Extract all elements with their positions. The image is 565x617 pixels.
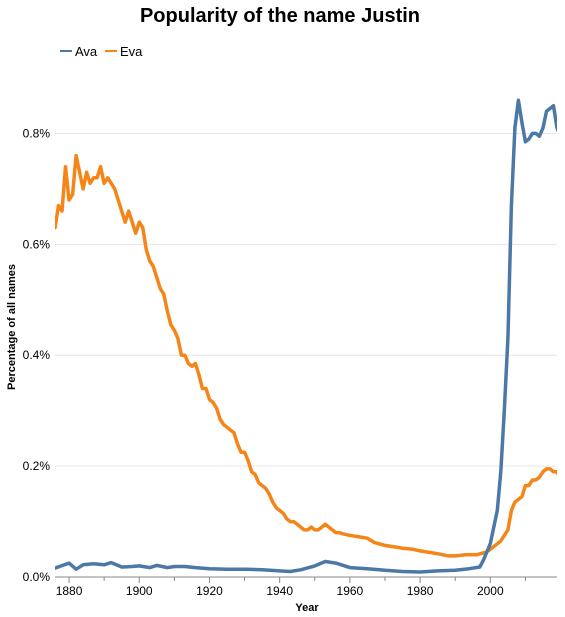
x-axis-title: Year [295, 602, 319, 614]
axes: 0.0% 0.2% 0.4% 0.6% 0.8% 1880 1900 1920 1940 1960… [23, 126, 557, 598]
chart-title: Popularity of the name Justin [140, 5, 420, 27]
x-tick-label: 1900 [126, 584, 153, 598]
legend: Ava Eva [60, 44, 143, 59]
series-line-eva [55, 153, 557, 558]
y-tick-label: 0.4% [23, 348, 51, 362]
x-tick-label: 1980 [407, 584, 434, 598]
x-tick-label: 1880 [56, 584, 83, 598]
x-tick-label: 1920 [196, 584, 223, 598]
legend-label: Eva [120, 44, 143, 59]
x-tick-label: 1940 [266, 584, 293, 598]
gridlines [55, 132, 557, 578]
legend-label: Ava [75, 44, 98, 59]
x-tick-label: 1960 [337, 584, 364, 598]
y-tick-label: 0.6% [23, 237, 51, 251]
series-line-ava [55, 98, 557, 574]
x-tick-label: 2000 [477, 584, 504, 598]
y-axis-title: Percentage of all names [6, 264, 18, 390]
y-tick-label: 0.0% [23, 570, 51, 584]
legend-item-eva: Eva [105, 44, 143, 59]
series-lines [55, 98, 557, 574]
y-tick-label: 0.8% [23, 126, 51, 140]
y-tick-label: 0.2% [23, 459, 51, 473]
legend-item-ava: Ava [60, 44, 98, 59]
